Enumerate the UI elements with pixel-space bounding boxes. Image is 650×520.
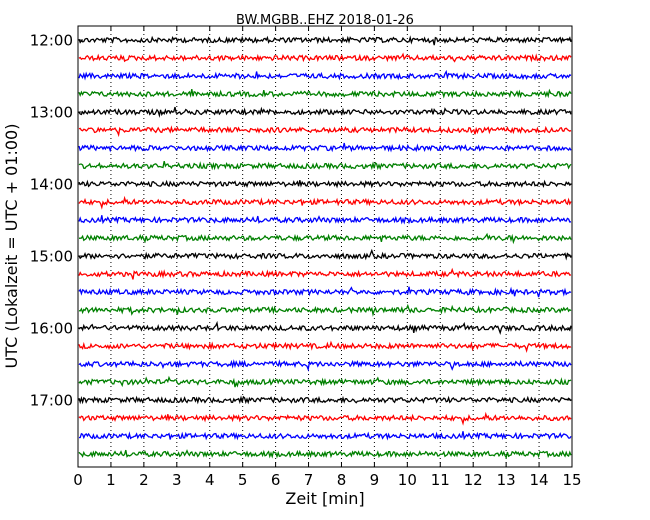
x-tick-label: 8: [337, 471, 347, 489]
plot-frame: [77, 25, 573, 468]
y-tick-label: 12:00: [30, 32, 73, 50]
trace-1315: [78, 125, 572, 138]
y-tick-label: 17:00: [30, 392, 73, 410]
x-tick-label: 7: [304, 471, 314, 489]
trace-1230: [78, 69, 572, 81]
trace-1330: [78, 142, 572, 153]
trace-1715: [78, 411, 572, 426]
trace-1615: [78, 340, 572, 353]
x-tick-label: 10: [398, 471, 417, 489]
trace-1215: [78, 52, 572, 63]
x-tick-label: 4: [205, 471, 215, 489]
x-tick-label: 1: [106, 471, 116, 489]
trace-1745: [78, 449, 572, 460]
x-tick-label: 6: [271, 471, 281, 489]
x-tick-label: 12: [464, 471, 483, 489]
trace-1515: [78, 267, 572, 280]
y-tick-label: 16:00: [30, 320, 73, 338]
seismogram-traces: [78, 35, 572, 460]
x-axis: 0 1 2 3 4 5 6 7 8 9 10 11 12 13 14 15: [73, 26, 582, 489]
grid-lines: [110, 26, 540, 467]
trace-1545: [78, 303, 572, 317]
trace-1730: [78, 431, 572, 441]
trace-1345: [78, 160, 572, 171]
trace-1415: [78, 195, 572, 210]
trace-1430: [78, 215, 572, 225]
trace-1245: [78, 88, 572, 99]
trace-1700: [78, 395, 572, 405]
y-axis: 12:00 13:00 14:00 15:00 16:00 17:00: [30, 32, 572, 410]
x-tick-label: 3: [172, 471, 182, 489]
trace-1400: [78, 179, 572, 189]
x-tick-label: 11: [431, 471, 450, 489]
y-tick-label: 14:00: [30, 176, 73, 194]
x-axis-label: Zeit [min]: [285, 489, 364, 508]
trace-1445: [78, 232, 572, 245]
trace-1600: [78, 320, 572, 335]
x-tick-label: 0: [73, 471, 83, 489]
x-tick-label: 14: [530, 471, 549, 489]
y-axis-label: UTC (Lokalzeit = UTC + 01:00): [2, 124, 21, 369]
y-tick-label: 13:00: [30, 104, 73, 122]
x-tick-label: 5: [238, 471, 248, 489]
chart-title: BW.MGBB..EHZ 2018-01-26: [236, 13, 414, 28]
trace-1200: [78, 35, 572, 46]
x-tick-label: 13: [497, 471, 516, 489]
trace-1630: [78, 359, 572, 372]
trace-1645: [78, 375, 572, 388]
trace-1530: [78, 286, 572, 298]
y-tick-label: 15:00: [30, 248, 73, 266]
x-tick-label: 9: [370, 471, 380, 489]
x-tick-label: 2: [139, 471, 149, 489]
x-tick-label: 15: [562, 471, 581, 489]
trace-1500: [78, 248, 572, 261]
trace-1300: [78, 106, 572, 118]
